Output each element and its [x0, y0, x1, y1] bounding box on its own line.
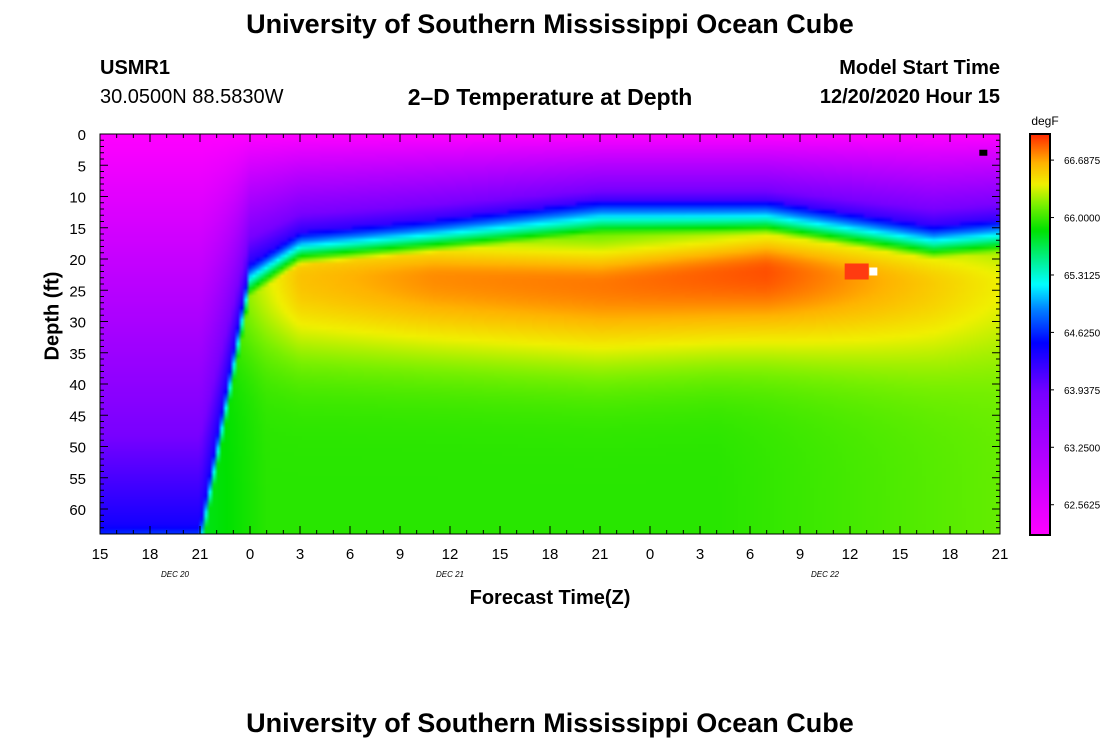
page-title: University of Southern Mississippi Ocean… — [246, 9, 854, 39]
colorbar-ticks: 62.5625 63.2500 63.9375 64.6250 65.3125 66.00… — [1050, 156, 1100, 512]
x-tick-label: 3 — [696, 546, 704, 563]
surface-marker — [979, 149, 988, 156]
x-axis-label: Forecast Time(Z) — [470, 587, 631, 609]
footer-title: University of Southern Mississippi Ocean… — [246, 708, 854, 738]
y-axis: 0 5 10 15 20 25 30 35 40 45 50 55 60 — [69, 127, 1000, 535]
y-tick-label: 25 — [69, 283, 86, 300]
grid-markers — [844, 149, 988, 280]
y-tick-label: 35 — [69, 346, 86, 363]
colorbar-tick-label: 66.6875 — [1064, 156, 1100, 167]
colorbar-unit: degF — [1031, 114, 1058, 128]
colorbar-tick-label: 62.5625 — [1064, 501, 1100, 512]
colorbar-gradient — [1030, 134, 1050, 535]
colorbar-tick-label: 65.3125 — [1064, 271, 1100, 282]
hot-spot-marker — [869, 267, 878, 276]
y-axis-label: Depth (ft) — [41, 272, 63, 361]
x-tick-label: 3 — [296, 546, 304, 563]
y-tick-label: 60 — [69, 502, 86, 519]
station-coordinates: 30.0500N 88.5830W — [100, 86, 284, 108]
y-tick-label: 5 — [78, 158, 86, 175]
y-tick-label: 15 — [69, 221, 86, 238]
y-tick-label: 50 — [69, 440, 86, 457]
x-tick-label: 6 — [346, 546, 354, 563]
x-tick-label: 0 — [646, 546, 654, 563]
x-tick-label: 18 — [542, 546, 559, 563]
x-tick-label: 0 — [246, 546, 254, 563]
model-start-value: 12/20/2020 Hour 15 — [819, 86, 1000, 108]
chart-subtitle: 2–D Temperature at Depth — [407, 84, 693, 110]
x-tick-label: 15 — [492, 546, 509, 563]
colorbar-tick-label: 63.2500 — [1064, 443, 1100, 454]
hot-spot-patch — [844, 263, 869, 280]
colorbar-tick-label: 63.9375 — [1064, 386, 1100, 397]
colorbar-tick-label: 66.0000 — [1064, 214, 1100, 225]
x-tick-label: 12 — [842, 546, 859, 563]
x-tick-label: 21 — [992, 546, 1009, 563]
y-tick-label: 10 — [69, 190, 86, 207]
y-tick-label: 20 — [69, 252, 86, 269]
x-tick-label: 15 — [92, 546, 109, 563]
x-tick-label: 18 — [942, 546, 959, 563]
y-tick-label: 0 — [78, 127, 86, 144]
y-tick-label: 30 — [69, 315, 86, 332]
x-tick-label: 18 — [142, 546, 159, 563]
x-tick-label: 12 — [442, 546, 459, 563]
x-tick-label: 9 — [796, 546, 804, 563]
y-tick-label: 45 — [69, 408, 86, 425]
x-tick-label: 21 — [192, 546, 209, 563]
x-tick-label: 15 — [892, 546, 909, 563]
x-tick-label: 6 — [746, 546, 754, 563]
y-tick-label: 40 — [69, 377, 86, 394]
temperature-heatmap — [100, 134, 1000, 534]
x-tick-label: 9 — [396, 546, 404, 563]
x-tick-label: 21 — [592, 546, 609, 563]
date-label: DEC 22 — [811, 570, 840, 579]
date-label: DEC 20 — [161, 570, 190, 579]
station-id: USMR1 — [100, 57, 171, 79]
colorbar-tick-label: 64.6250 — [1064, 328, 1100, 339]
colorbar-frame — [1029, 133, 1051, 536]
y-tick-label: 55 — [69, 471, 86, 488]
model-start-label: Model Start Time — [839, 57, 1000, 79]
date-label: DEC 21 — [436, 570, 464, 579]
